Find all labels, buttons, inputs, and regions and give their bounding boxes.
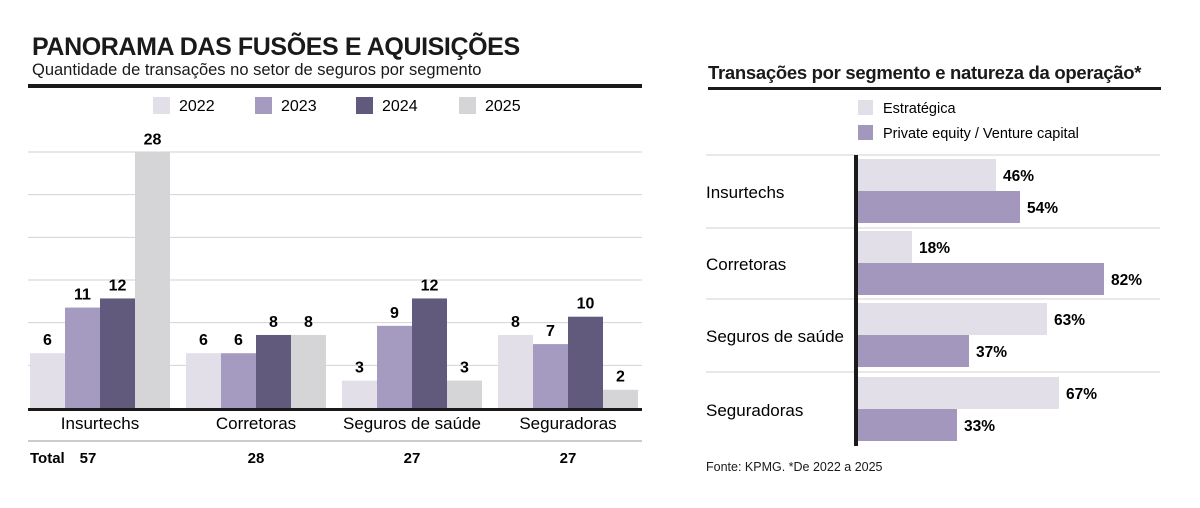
totals-label: Total bbox=[30, 450, 65, 467]
category-label: Seguros de saúde bbox=[343, 414, 481, 433]
bar-value-label: 7 bbox=[546, 323, 555, 340]
bar-value-label: 3 bbox=[355, 360, 364, 377]
bar-Corretoras-2025 bbox=[291, 334, 326, 408]
bar-value-label: 12 bbox=[109, 277, 127, 294]
hbar-Corretoras-estrategica bbox=[858, 231, 912, 263]
bar-Seguros de saúde-2023 bbox=[377, 325, 412, 408]
bar-value-label: 11 bbox=[74, 287, 91, 304]
bar-value-label: 2 bbox=[616, 369, 625, 386]
bar-value-label: 9 bbox=[390, 305, 399, 322]
bar-value-label: 3 bbox=[460, 360, 469, 377]
hbar-value-label: 82% bbox=[1111, 272, 1142, 289]
hbar-Corretoras-private-equity bbox=[858, 263, 1104, 295]
bar-Corretoras-2022 bbox=[186, 353, 221, 408]
bar-value-label: 6 bbox=[199, 332, 208, 349]
bar-Insurtechs-2025 bbox=[135, 152, 170, 408]
hbar-Seguradoras-private-equity bbox=[858, 409, 957, 441]
hbar-value-label: 54% bbox=[1027, 200, 1058, 217]
legend-label-2025: 2025 bbox=[485, 98, 521, 115]
hbar-Insurtechs-private-equity bbox=[858, 191, 1020, 223]
row-label: Insurtechs bbox=[706, 183, 784, 202]
legend-label-2024: 2024 bbox=[382, 98, 418, 115]
hbar-value-label: 33% bbox=[964, 418, 995, 435]
legend-label-private-equity: Private equity / Venture capital bbox=[883, 126, 1079, 142]
bar-value-label: 8 bbox=[304, 314, 313, 331]
category-label: Seguradoras bbox=[519, 414, 616, 433]
bar-value-label: 6 bbox=[234, 332, 243, 349]
hbar-value-label: 63% bbox=[1054, 312, 1085, 329]
bar-Seguros de saúde-2024 bbox=[412, 298, 447, 408]
bar-Corretoras-2023 bbox=[221, 353, 256, 408]
category-label: Corretoras bbox=[216, 414, 296, 433]
legend-label-estrategica: Estratégica bbox=[883, 101, 956, 117]
legend-label-2023: 2023 bbox=[281, 98, 317, 115]
bar-Seguradoras-2022 bbox=[498, 334, 533, 408]
hbar-Seguros de saúde-estrategica bbox=[858, 303, 1047, 335]
category-label: Insurtechs bbox=[61, 414, 139, 433]
hbar-value-label: 18% bbox=[919, 240, 950, 257]
total-value: 57 bbox=[80, 450, 97, 467]
legend-swatch-2022 bbox=[153, 97, 170, 114]
bar-Insurtechs-2024 bbox=[100, 298, 135, 408]
hbar-Seguradoras-estrategica bbox=[858, 377, 1059, 409]
hbar-value-label: 37% bbox=[976, 344, 1007, 361]
left-chart-subtitle: Quantidade de transações no setor de seg… bbox=[32, 61, 482, 79]
x-axis-line bbox=[28, 408, 642, 411]
left-title-rule bbox=[28, 84, 642, 88]
hbar-value-label: 46% bbox=[1003, 168, 1034, 185]
total-value: 27 bbox=[404, 450, 421, 467]
bar-Seguradoras-2024 bbox=[568, 316, 603, 408]
right-title-rule bbox=[708, 87, 1161, 90]
left-chart-title: PANORAMA DAS FUSÕES E AQUISIÇÕES bbox=[32, 33, 520, 61]
row-label: Seguros de saúde bbox=[706, 327, 844, 346]
total-value: 27 bbox=[560, 450, 577, 467]
legend-swatch-2025 bbox=[459, 97, 476, 114]
legend-swatch-private-equity bbox=[858, 125, 873, 140]
bar-Insurtechs-2022 bbox=[30, 353, 65, 408]
total-value: 28 bbox=[248, 450, 265, 467]
bar-Insurtechs-2023 bbox=[65, 307, 100, 408]
hbar-Insurtechs-estrategica bbox=[858, 159, 996, 191]
y-axis-line bbox=[854, 155, 858, 446]
row-label: Seguradoras bbox=[706, 401, 803, 420]
source-note: Fonte: KPMG. *De 2022 a 2025 bbox=[706, 460, 883, 474]
bar-Seguradoras-2025 bbox=[603, 389, 638, 408]
bar-value-label: 28 bbox=[144, 131, 162, 148]
bar-value-label: 8 bbox=[269, 314, 278, 331]
hbar-Seguros de saúde-private-equity bbox=[858, 335, 969, 367]
bar-value-label: 10 bbox=[577, 296, 595, 313]
right-chart-title: Transações por segmento e natureza da op… bbox=[708, 62, 1142, 83]
legend-swatch-2024 bbox=[356, 97, 373, 114]
bar-Seguradoras-2023 bbox=[533, 344, 568, 408]
bar-value-label: 6 bbox=[43, 332, 52, 349]
legend-label-2022: 2022 bbox=[179, 98, 215, 115]
bar-value-label: 8 bbox=[511, 314, 520, 331]
legend-swatch-estrategica bbox=[858, 100, 873, 115]
bar-Corretoras-2024 bbox=[256, 334, 291, 408]
legend-swatch-2023 bbox=[255, 97, 272, 114]
hbar-value-label: 67% bbox=[1066, 386, 1097, 403]
bar-value-label: 12 bbox=[421, 277, 439, 294]
bar-Seguros de saúde-2022 bbox=[342, 380, 377, 408]
row-label: Corretoras bbox=[706, 255, 786, 274]
bar-Seguros de saúde-2025 bbox=[447, 380, 482, 408]
